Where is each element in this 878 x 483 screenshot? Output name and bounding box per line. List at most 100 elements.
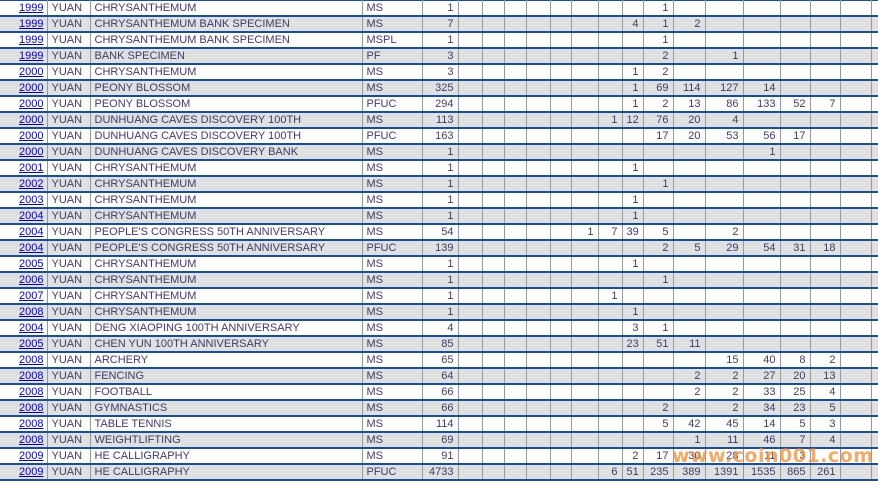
year-link[interactable]: 2000 <box>19 82 44 94</box>
grade-cell: 14 <box>742 416 780 433</box>
grade-cell <box>525 320 550 337</box>
year-link[interactable]: 2008 <box>19 370 44 382</box>
year-link[interactable]: 2008 <box>19 306 44 318</box>
grade-cell <box>870 464 878 481</box>
year-link[interactable]: 2000 <box>19 66 44 78</box>
grade-cell <box>870 208 878 225</box>
description-cell: CHRYSANTHEMUM <box>89 176 362 193</box>
grade-cell: 1391 <box>704 464 743 481</box>
year-link[interactable]: 2002 <box>19 178 44 190</box>
year-link[interactable]: 2008 <box>19 402 44 414</box>
year-link[interactable]: 2001 <box>19 162 44 174</box>
grade-cell: 1 <box>742 144 780 161</box>
year-link[interactable]: 2008 <box>19 434 44 446</box>
year-link[interactable]: 2004 <box>19 322 44 334</box>
grade-cell <box>503 32 526 49</box>
grade-cell: 2 <box>642 48 673 65</box>
table-row: 2005 YUAN CHRYSANTHEMUM MS 1 1 <box>0 256 878 273</box>
total-cell: 139 <box>421 240 458 257</box>
grade-cell <box>839 32 871 49</box>
grade-cell <box>870 416 878 433</box>
grade-cell <box>809 192 840 209</box>
grade-cell <box>779 160 810 177</box>
year-link[interactable]: 1999 <box>19 2 44 14</box>
grade-cell <box>839 48 871 65</box>
grade-cell <box>503 352 526 369</box>
grade-cell <box>779 144 810 161</box>
grade-cell <box>481 32 504 49</box>
year-link[interactable]: 1999 <box>19 50 44 62</box>
year-link[interactable]: 2008 <box>19 386 44 398</box>
grade-cell <box>809 176 840 193</box>
grade-cell <box>779 16 810 33</box>
year-link[interactable]: 2004 <box>19 242 44 254</box>
year-link[interactable]: 2000 <box>19 114 44 126</box>
grade-cell <box>672 176 705 193</box>
year-link[interactable]: 2004 <box>19 226 44 238</box>
year-link[interactable]: 2000 <box>19 98 44 110</box>
year-link[interactable]: 2008 <box>19 418 44 430</box>
grade-cell <box>809 256 840 273</box>
grade-cell <box>704 192 743 209</box>
year-link[interactable]: 2009 <box>19 466 44 478</box>
denomination-cell: YUAN <box>46 368 90 385</box>
grade-cell <box>839 240 871 257</box>
description-cell: CHRYSANTHEMUM <box>89 208 362 225</box>
total-cell: 1 <box>421 304 458 321</box>
grade-cell <box>621 400 643 417</box>
grade-cell: 13 <box>809 368 840 385</box>
grade-cell <box>549 208 571 225</box>
year-cell: 2005 <box>0 336 47 353</box>
grade-cell <box>525 176 550 193</box>
grade-cell <box>870 48 878 65</box>
grade-cell <box>870 336 878 353</box>
year-link[interactable]: 1999 <box>19 18 44 30</box>
grade-cell <box>481 320 504 337</box>
grade-cell <box>570 96 598 113</box>
grade-cell <box>642 288 673 305</box>
grade-cell <box>525 240 550 257</box>
year-link[interactable]: 2005 <box>19 258 44 270</box>
designation-cell: MS <box>361 272 422 289</box>
year-link[interactable]: 2000 <box>19 130 44 142</box>
grade-cell <box>742 288 780 305</box>
grade-cell <box>525 432 550 449</box>
table-row: 2008 YUAN WEIGHTLIFTING MS 69 1 11 46 7 4 <box>0 432 878 449</box>
grade-cell: 1 <box>621 160 643 177</box>
grade-cell <box>809 208 840 225</box>
grade-cell <box>457 304 482 321</box>
grade-cell <box>549 432 571 449</box>
grade-cell: 5 <box>809 400 840 417</box>
grade-cell <box>672 400 705 417</box>
total-cell: 1 <box>421 176 458 193</box>
total-cell: 66 <box>421 384 458 401</box>
year-link[interactable]: 2005 <box>19 338 44 350</box>
grade-cell: 31 <box>779 240 810 257</box>
year-link[interactable]: 1999 <box>19 34 44 46</box>
grade-cell: 25 <box>779 384 810 401</box>
grade-cell <box>503 96 526 113</box>
denomination-cell: YUAN <box>46 128 90 145</box>
grade-cell: 17 <box>642 448 673 465</box>
year-link[interactable]: 2008 <box>19 354 44 366</box>
grade-cell <box>779 0 810 17</box>
year-link[interactable]: 2009 <box>19 450 44 462</box>
description-cell: TABLE TENNIS <box>89 416 362 433</box>
year-link[interactable]: 2000 <box>19 146 44 158</box>
grade-cell: 1 <box>642 176 673 193</box>
year-link[interactable]: 2003 <box>19 194 44 206</box>
grade-cell <box>742 32 780 49</box>
grade-cell <box>704 336 743 353</box>
year-link[interactable]: 2007 <box>19 290 44 302</box>
year-cell: 2006 <box>0 272 47 289</box>
grade-cell <box>779 336 810 353</box>
denomination-cell: YUAN <box>46 304 90 321</box>
grade-cell <box>525 96 550 113</box>
grade-cell: 39 <box>621 224 643 241</box>
grade-cell: 27 <box>742 368 780 385</box>
grade-cell <box>503 160 526 177</box>
grade-cell <box>525 384 550 401</box>
year-link[interactable]: 2006 <box>19 274 44 286</box>
year-link[interactable]: 2004 <box>19 210 44 222</box>
grade-cell <box>503 288 526 305</box>
